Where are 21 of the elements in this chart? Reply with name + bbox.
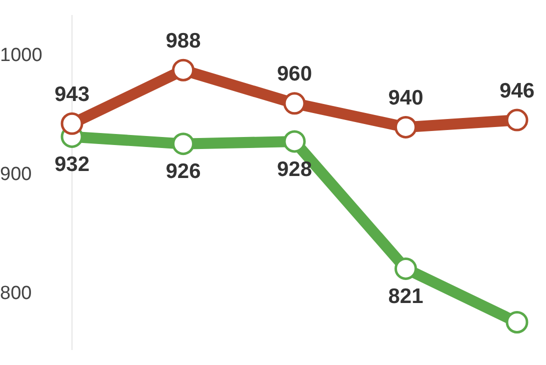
point xyxy=(283,92,306,115)
data-label: 928 xyxy=(276,158,312,181)
data-label: 932 xyxy=(54,153,90,176)
y-tick-label: 800 xyxy=(0,282,32,304)
point xyxy=(394,116,417,138)
data-label: 940 xyxy=(388,86,424,110)
data-label: 988 xyxy=(166,29,202,52)
point xyxy=(506,108,528,132)
point xyxy=(283,130,306,153)
point xyxy=(394,257,417,280)
y-tick-label: 900 xyxy=(0,164,32,186)
data-label: 946 xyxy=(499,79,535,102)
data-label: 926 xyxy=(166,160,201,184)
data-label: 943 xyxy=(54,82,90,106)
point xyxy=(172,132,194,156)
point xyxy=(60,112,84,135)
y-tick-label: 1000 xyxy=(0,45,42,66)
point xyxy=(172,58,194,82)
data-label: 960 xyxy=(276,62,312,86)
data-label: 821 xyxy=(388,285,424,308)
point xyxy=(506,310,528,334)
